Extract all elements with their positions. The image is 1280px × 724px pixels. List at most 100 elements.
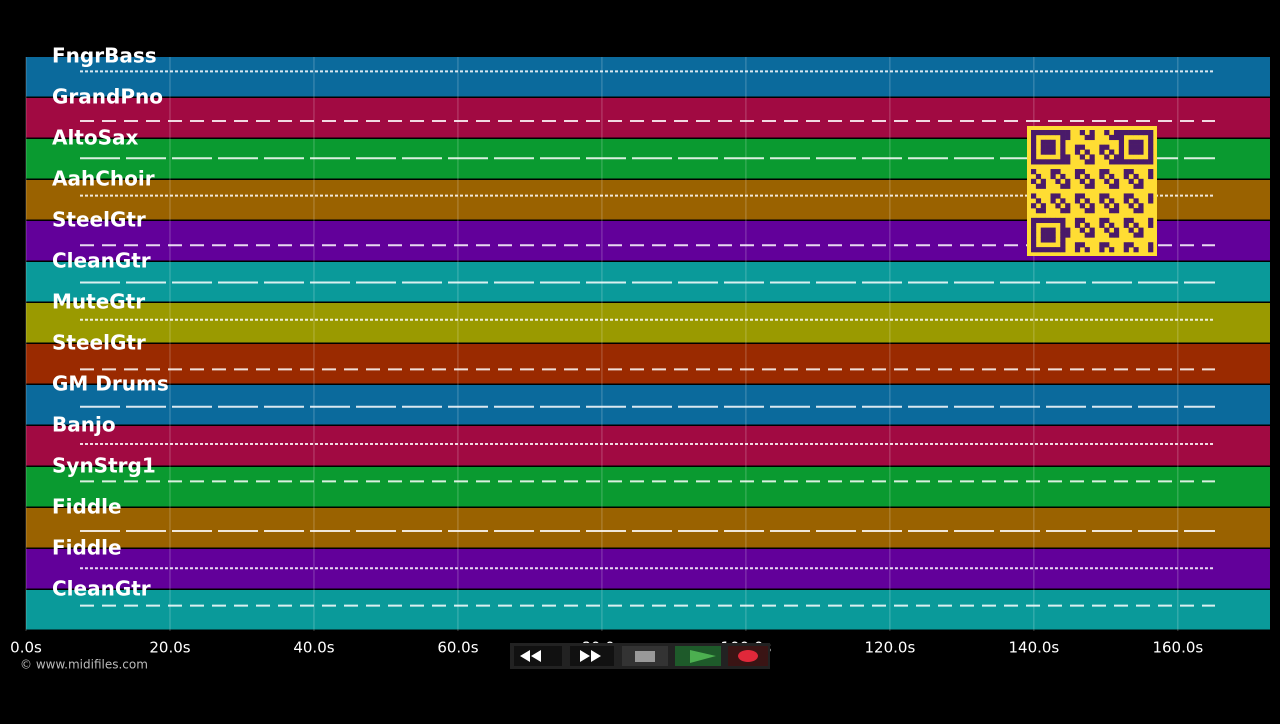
qr-module <box>1050 149 1056 155</box>
qr-module <box>1055 130 1061 136</box>
track-label: Fiddle <box>52 536 122 560</box>
qr-module <box>1031 237 1037 243</box>
qr-module <box>1035 198 1042 204</box>
qr-module <box>1060 139 1066 145</box>
qr-module <box>1079 154 1085 160</box>
qr-module <box>1138 232 1144 238</box>
qr-module <box>1138 144 1144 150</box>
qr-module <box>1050 198 1056 204</box>
qr-module <box>1148 169 1154 175</box>
qr-module <box>1113 130 1120 136</box>
qr-module <box>1074 222 1081 228</box>
qr-module <box>1128 227 1134 233</box>
qr-module <box>1109 159 1115 165</box>
record-button[interactable] <box>728 646 768 666</box>
transport-controls <box>510 643 770 669</box>
qr-module <box>1104 144 1110 150</box>
qr-module <box>1055 247 1061 253</box>
qr-module <box>1123 130 1129 136</box>
qr-module <box>1113 208 1120 214</box>
qr-module <box>1045 159 1051 165</box>
qr-module <box>1099 217 1105 224</box>
track-label: CleanGtr <box>52 577 151 601</box>
qr-module <box>1065 130 1071 136</box>
qr-module <box>1065 134 1071 141</box>
qr-module <box>1133 139 1139 145</box>
qr-module <box>1060 154 1066 160</box>
qr-module <box>1128 130 1134 136</box>
stop-icon <box>635 651 655 662</box>
qr-module <box>1035 247 1042 253</box>
qr-module <box>1055 169 1061 175</box>
qr-module <box>1031 159 1037 165</box>
record-icon <box>738 650 758 662</box>
qr-module <box>1138 149 1144 155</box>
qr-module <box>1079 144 1085 150</box>
qr-module <box>1050 173 1056 180</box>
rewind-button[interactable] <box>514 646 562 666</box>
qr-module <box>1040 217 1046 224</box>
qr-module <box>1035 208 1042 214</box>
play-icon <box>690 650 716 663</box>
qr-module <box>1060 227 1066 233</box>
qr-module <box>1104 193 1110 199</box>
qr-module <box>1060 149 1066 155</box>
qr-module <box>1089 178 1095 184</box>
play-button[interactable] <box>675 646 721 666</box>
qr-module <box>1079 193 1085 199</box>
qr-module <box>1060 208 1066 214</box>
qr-module <box>1045 144 1051 150</box>
qr-module <box>1128 242 1134 248</box>
qr-module <box>1148 154 1154 160</box>
qr-module <box>1133 173 1139 180</box>
qr-module <box>1148 130 1154 136</box>
qr-module <box>1045 130 1051 136</box>
track-label: SteelGtr <box>52 331 146 355</box>
qr-module <box>1074 149 1081 155</box>
notes <box>80 70 1215 607</box>
qr-module <box>1089 203 1095 209</box>
qr-module <box>1040 237 1046 243</box>
qr-module <box>1138 130 1144 136</box>
qr-module <box>1060 183 1066 189</box>
qr-module <box>1148 198 1154 204</box>
qr-module <box>1109 183 1115 189</box>
time-tick-label: 60.0s <box>437 639 478 657</box>
qr-module <box>1104 242 1110 248</box>
forward-button[interactable] <box>570 646 614 666</box>
qr-module <box>1040 232 1046 238</box>
qr-module <box>1113 203 1120 209</box>
qr-module <box>1040 130 1046 136</box>
time-tick-label: 40.0s <box>293 639 334 657</box>
stop-button[interactable] <box>622 646 668 666</box>
qr-module <box>1148 144 1154 150</box>
qr-module <box>1065 227 1071 233</box>
forward-icon <box>580 650 601 662</box>
qr-module <box>1035 159 1042 165</box>
qr-module <box>1109 198 1115 204</box>
qr-module <box>1031 178 1037 184</box>
qr-module <box>1050 159 1056 165</box>
qr-module <box>1123 173 1129 180</box>
track-label: AltoSax <box>52 126 139 150</box>
qr-module <box>1031 154 1037 160</box>
qr-module <box>1084 232 1090 238</box>
qr-module <box>1109 208 1115 214</box>
qr-module <box>1138 203 1144 209</box>
qr-module <box>1065 178 1071 184</box>
qr-module <box>1050 217 1056 224</box>
qr-module <box>1099 242 1105 248</box>
qr-module <box>1109 173 1115 180</box>
qr-module <box>1031 169 1037 175</box>
qr-module <box>1055 203 1061 209</box>
qr-module <box>1099 144 1105 150</box>
qr-module <box>1060 173 1066 180</box>
qr-module <box>1040 247 1046 253</box>
qr-module <box>1118 130 1125 136</box>
qr-module <box>1060 217 1066 224</box>
qr-module <box>1045 232 1051 238</box>
qr-module <box>1031 130 1037 136</box>
qr-module <box>1089 154 1095 160</box>
track-label: SynStrg1 <box>52 454 156 478</box>
time-tick-label: 160.0s <box>1152 639 1203 657</box>
